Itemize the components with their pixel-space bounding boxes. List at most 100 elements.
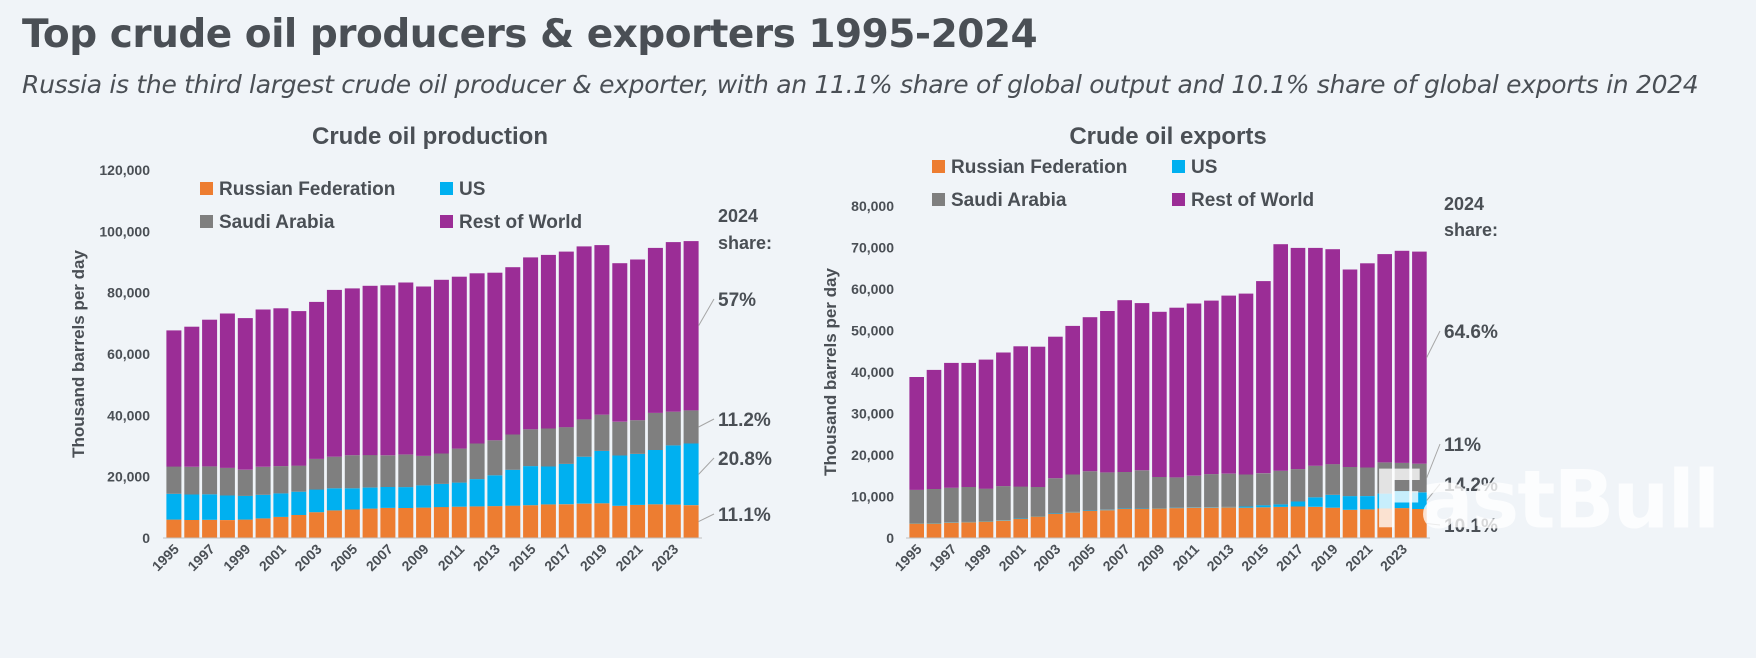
prod-bar-saudi-arabia-2017 xyxy=(558,427,574,464)
exp-bar-saudi-arabia-1997 xyxy=(944,487,959,523)
prod-bar-russian-federation-2013 xyxy=(487,506,503,538)
exp-bar-russian-federation-2000 xyxy=(996,520,1011,538)
exp-bar-saudi-arabia-2012 xyxy=(1204,474,1219,508)
prod-share-leader-saudi-arabia xyxy=(698,418,715,428)
prod-bar-russian-federation-2014 xyxy=(505,505,521,538)
prod-bar-russian-federation-2007 xyxy=(380,507,396,538)
prod-bar-saudi-arabia-2007 xyxy=(380,455,396,487)
prod-bar-saudi-arabia-2016 xyxy=(540,428,556,467)
exp-bar-rest-of-world-2013 xyxy=(1221,295,1236,474)
prod-bar-saudi-arabia-2024 xyxy=(683,410,699,444)
exp-share-header-label: share: xyxy=(1444,220,1498,240)
prod-bar-rest-of-world-2005 xyxy=(344,288,360,456)
prod-y-axis-label: Thousand barrels per day xyxy=(69,250,88,458)
exp-bar-rest-of-world-1998 xyxy=(961,362,976,487)
exp-bar-us-2023 xyxy=(1394,491,1410,509)
prod-bar-saudi-arabia-2009 xyxy=(416,456,432,486)
prod-bar-us-1995 xyxy=(166,493,182,520)
exp-x-tick-2011: 2011 xyxy=(1169,541,1202,574)
exp-share-leader-saudi-arabia xyxy=(1426,443,1441,479)
exp-bar-us-2017 xyxy=(1290,501,1306,507)
prod-bar-russian-federation-2004 xyxy=(326,510,342,538)
exp-bar-saudi-arabia-2013 xyxy=(1221,473,1236,507)
prod-bar-saudi-arabia-2022 xyxy=(647,412,663,450)
exp-y-tick-40000: 40,000 xyxy=(851,364,894,380)
prod-bar-russian-federation-2010 xyxy=(433,507,449,538)
exp-x-tick-2009: 2009 xyxy=(1134,541,1167,574)
prod-bar-russian-federation-2002 xyxy=(291,515,307,538)
exp-legend-label-russian-federation: Russian Federation xyxy=(951,157,1127,178)
exp-bar-saudi-arabia-2023 xyxy=(1394,462,1410,492)
prod-bar-saudi-arabia-2021 xyxy=(630,420,646,454)
exp-bar-rest-of-world-2000 xyxy=(996,352,1011,487)
exp-share-label-saudi-arabia: 11% xyxy=(1444,435,1481,456)
exp-x-tick-2005: 2005 xyxy=(1065,541,1098,574)
exp-bar-russian-federation-2011 xyxy=(1186,507,1202,538)
prod-bar-saudi-arabia-2011 xyxy=(451,448,467,483)
prod-bar-saudi-arabia-2012 xyxy=(469,443,485,480)
prod-bar-rest-of-world-2010 xyxy=(433,279,449,454)
exp-bar-rest-of-world-2020 xyxy=(1342,269,1358,467)
exp-bar-rest-of-world-2003 xyxy=(1048,336,1063,479)
prod-bar-us-2007 xyxy=(380,486,396,508)
exp-bar-saudi-arabia-2007 xyxy=(1117,472,1132,509)
prod-bar-russian-federation-2024 xyxy=(683,505,699,538)
exp-share-label-russian-federation: 10.1% xyxy=(1444,516,1498,537)
exp-bar-russian-federation-2022 xyxy=(1377,508,1392,538)
prod-bar-rest-of-world-2001 xyxy=(273,308,289,467)
prod-bar-russian-federation-2006 xyxy=(362,508,378,538)
prod-bar-rest-of-world-2006 xyxy=(362,285,378,456)
exp-bar-russian-federation-1995 xyxy=(909,523,924,538)
exp-bar-saudi-arabia-2014 xyxy=(1238,474,1254,507)
prod-bar-us-2023 xyxy=(665,445,681,505)
exp-bar-rest-of-world-2007 xyxy=(1117,300,1132,472)
prod-bar-russian-federation-2019 xyxy=(594,503,610,538)
prod-bar-rest-of-world-2021 xyxy=(630,259,646,421)
prod-bar-rest-of-world-2011 xyxy=(451,276,467,449)
prod-share-label-us: 20.8% xyxy=(718,449,772,470)
exp-bar-us-2018 xyxy=(1308,497,1323,507)
prod-bar-saudi-arabia-2002 xyxy=(291,465,307,492)
prod-bar-us-2024 xyxy=(683,443,699,506)
prod-y-tick-20000: 20,000 xyxy=(107,469,150,485)
prod-bar-us-2017 xyxy=(558,463,574,505)
exp-y-tick-60000: 60,000 xyxy=(851,281,894,297)
exp-bar-russian-federation-2002 xyxy=(1030,516,1046,538)
exp-x-tick-2019: 2019 xyxy=(1307,541,1340,574)
exp-bar-rest-of-world-2002 xyxy=(1030,346,1046,487)
prod-bar-russian-federation-2001 xyxy=(273,516,289,538)
exp-bar-saudi-arabia-2002 xyxy=(1030,487,1046,517)
exp-bar-rest-of-world-2021 xyxy=(1360,263,1375,468)
prod-bar-russian-federation-1997 xyxy=(202,519,218,538)
exp-bar-saudi-arabia-2024 xyxy=(1412,463,1427,493)
exp-share-leader-rest-of-world xyxy=(1426,330,1441,358)
prod-y-tick-60000: 60,000 xyxy=(107,346,150,362)
exp-bar-rest-of-world-1999 xyxy=(978,359,994,489)
exp-bar-saudi-arabia-2017 xyxy=(1290,469,1306,502)
exp-bar-saudi-arabia-1996 xyxy=(926,489,942,523)
exp-legend-swatch-us xyxy=(1172,160,1185,173)
prod-bar-us-2022 xyxy=(647,450,663,505)
prod-bar-rest-of-world-2004 xyxy=(326,289,342,457)
prod-bar-rest-of-world-2018 xyxy=(576,246,592,420)
prod-bar-rest-of-world-2014 xyxy=(505,267,521,435)
prod-legend-swatch-rest-of-world xyxy=(440,215,453,228)
prod-bar-us-2002 xyxy=(291,491,307,515)
prod-bar-rest-of-world-1995 xyxy=(166,330,182,467)
prod-bar-us-2001 xyxy=(273,493,289,517)
exp-bar-russian-federation-2003 xyxy=(1048,513,1063,538)
exp-bar-saudi-arabia-2000 xyxy=(996,486,1011,521)
prod-bar-saudi-arabia-2020 xyxy=(612,421,628,456)
exp-bar-russian-federation-2006 xyxy=(1100,510,1115,538)
prod-bar-russian-federation-1999 xyxy=(237,519,253,538)
exp-bar-russian-federation-2024 xyxy=(1412,508,1427,538)
prod-bar-us-2010 xyxy=(433,483,449,508)
exp-bar-russian-federation-2014 xyxy=(1238,507,1254,538)
prod-bar-us-2006 xyxy=(362,487,378,509)
prod-bar-saudi-arabia-2018 xyxy=(576,419,592,457)
prod-bar-russian-federation-2015 xyxy=(523,505,539,538)
exp-bar-saudi-arabia-2021 xyxy=(1360,467,1375,496)
prod-legend-swatch-us xyxy=(440,182,453,195)
